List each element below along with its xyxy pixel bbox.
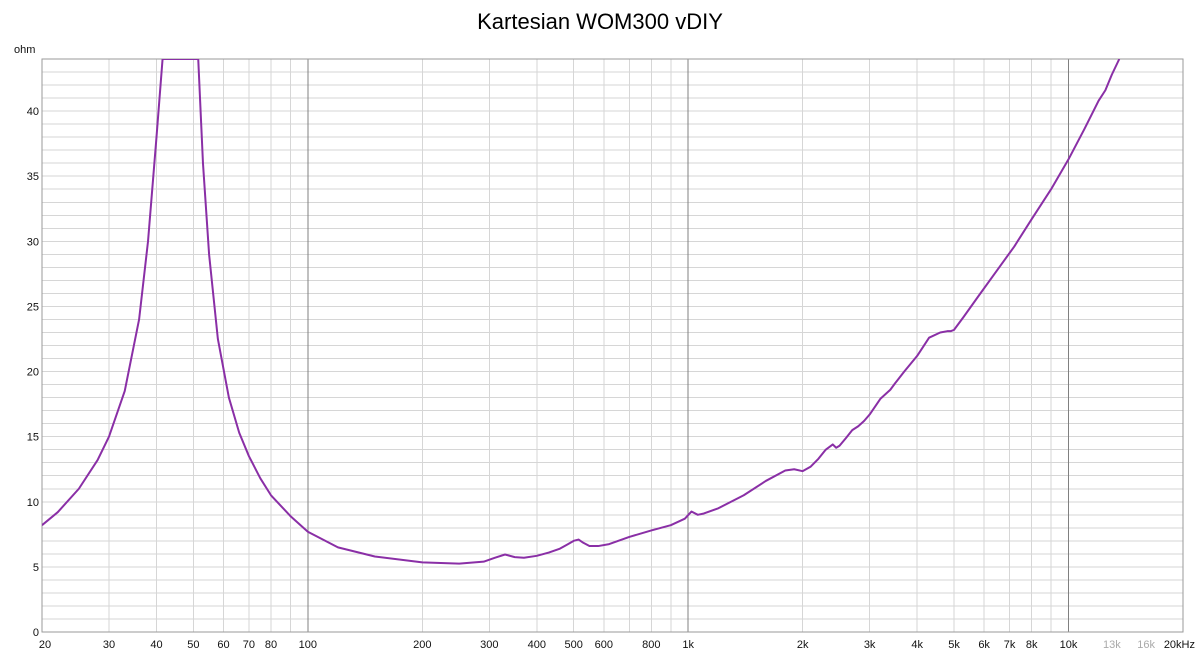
x-tick-label: 60	[217, 639, 229, 651]
x-tick-label: 600	[595, 639, 613, 651]
x-tick-label: 4k	[911, 639, 923, 651]
x-tick-label: 300	[480, 639, 498, 651]
y-tick-label: 0	[33, 627, 39, 639]
y-tick-label: 15	[27, 432, 39, 444]
x-tick-label: 80	[265, 639, 277, 651]
y-tick-label: 30	[27, 236, 39, 248]
x-tick-label: 400	[528, 639, 546, 651]
x-tick-label: 1k	[682, 639, 694, 651]
impedance-series-line	[42, 59, 1121, 565]
x-tick-label: 3k	[864, 639, 876, 651]
y-tick-label: 25	[27, 301, 39, 313]
x-tick-label: 50	[187, 639, 199, 651]
x-tick-label: 100	[299, 639, 317, 651]
x-tick-label: 6k	[978, 639, 990, 651]
y-axis-label: ohm	[14, 44, 35, 56]
plot-frame	[41, 58, 1184, 633]
x-tick-label: 20	[39, 639, 51, 651]
y-axis: 0 5 10 15 20 25 30 35 40	[27, 106, 39, 639]
y-tick-label: 10	[27, 497, 39, 509]
y-tick-label: 5	[33, 562, 39, 574]
x-tick-label: 200	[413, 639, 431, 651]
x-tick-label: 13k	[1103, 639, 1121, 651]
x-tick-label: 2k	[797, 639, 809, 651]
x-tick-label: 500	[565, 639, 583, 651]
x-tick-label: 10k	[1060, 639, 1078, 651]
x-tick-label: 30	[103, 639, 115, 651]
series-layer	[42, 59, 1121, 565]
x-tick-label: 40	[150, 639, 162, 651]
grid	[41, 58, 1184, 633]
x-tick-label: 800	[642, 639, 660, 651]
x-tick-label: 70	[243, 639, 255, 651]
chart-title: Kartesian WOM300 vDIY	[477, 9, 723, 34]
x-axis: 20 30 40 50 60 70 80 100 200 300 400 500 600 800 1k 2k 3…	[39, 639, 1195, 651]
x-tick-label: 5k	[948, 639, 960, 651]
x-tick-label: 7k	[1004, 639, 1016, 651]
y-tick-label: 20	[27, 367, 39, 379]
y-tick-label: 40	[27, 106, 39, 118]
x-tick-label: 8k	[1026, 639, 1038, 651]
y-tick-label: 35	[27, 171, 39, 183]
x-tick-label: 16k	[1137, 639, 1155, 651]
x-tick-label: 20kHz	[1164, 639, 1195, 651]
plot-border	[41, 58, 1184, 633]
